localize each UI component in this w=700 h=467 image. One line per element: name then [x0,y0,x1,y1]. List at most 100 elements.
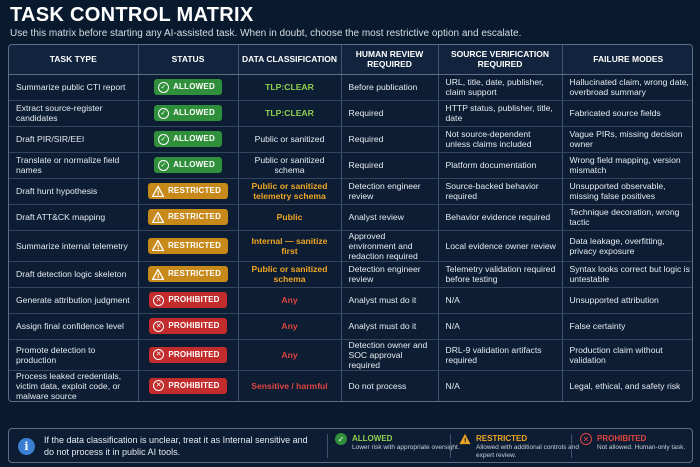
status-badge: ✓ ALLOWED [154,157,222,173]
page-title: TASK CONTROL MATRIX [10,4,254,26]
status-cell: ! RESTRICTED [138,204,239,231]
svg-text:!: ! [157,272,160,280]
svg-text:!: ! [464,437,467,445]
legend-restricted-desc: Allowed with additional controls and exp… [476,444,579,459]
prohibited-x-icon: ✕ [153,320,165,332]
table-row: Assign final confidence level ✕ PROHIBITED… [9,313,692,340]
header-status: STATUS [138,45,239,75]
status-badge: ✕ PROHIBITED [149,377,227,394]
status-label: ALLOWED [173,82,215,91]
legend-prohibited-desc: Not allowed. Human-only task. [597,444,686,451]
task-type-cell: Translate or normalize field names [9,152,139,179]
failure-modes-cell: Vague PIRs, missing decision owner [562,126,692,153]
human-review-cell: Detection engineer review [341,178,439,205]
header-row: TASK TYPE STATUS DATA CLASSIFICATION HUM… [9,45,692,75]
svg-text:!: ! [157,189,160,197]
task-type-cell: Draft hunt hypothesis [9,178,139,205]
table-row: Draft ATT&CK mapping! RESTRICTED Public Ana… [9,204,692,231]
source-verification-cell: Platform documentation [438,152,563,179]
task-type-cell: Summarize internal telemetry [9,230,139,262]
human-review-cell: Before publication [341,74,439,101]
task-type-cell: Draft ATT&CK mapping [9,204,139,231]
source-verification-cell: URL, title, date, publisher, claim suppo… [438,74,563,101]
failure-modes-cell: Syntax looks correct but logic is untest… [562,261,692,288]
status-cell: ! RESTRICTED [138,261,239,288]
legend-allowed-label: ALLOWED [352,434,393,443]
status-label: ALLOWED [173,134,215,143]
human-review-cell: Required [341,152,439,179]
failure-modes-cell: Fabricated source fields [562,100,692,127]
page-subtitle: Use this matrix before starting any AI-a… [10,28,522,39]
status-cell: ! RESTRICTED [138,230,239,262]
info-icon: i [18,438,35,455]
task-type-cell: Promote detection to production [9,339,139,371]
status-badge: ! RESTRICTED [147,209,229,225]
status-label: ALLOWED [173,108,215,117]
header-human-review: HUMAN REVIEW REQUIRED [341,45,439,75]
status-badge: ! RESTRICTED [147,183,229,199]
failure-modes-cell: Unsupported attribution [562,287,692,314]
task-type-cell: Summarize public CTI report [9,74,139,101]
source-verification-cell: N/A [438,287,563,314]
check-circle-icon: ✓ [158,159,170,171]
table-row: Promote detection to production ✕ PROHIBIT… [9,339,692,371]
status-cell: ✕ PROHIBITED [138,370,239,401]
failure-modes-cell: Hallucinated claim, wrong date, overbroa… [562,74,692,101]
failure-modes-cell: Unsupported observable, missing false po… [562,178,692,205]
data-classification-cell: Public or sanitized schema [238,152,342,179]
source-verification-cell: N/A [438,313,563,340]
human-review-cell: Do not process [341,370,439,401]
source-verification-cell: Behavior evidence required [438,204,563,231]
source-verification-cell: N/A [438,370,563,401]
status-badge: ! RESTRICTED [147,237,229,254]
table-row: Generate attribution judgment ✕ PROHIBITED… [9,287,692,314]
footer-divider [327,434,328,458]
warning-icon: ! [151,185,164,197]
status-badge: ! RESTRICTED [147,266,229,282]
source-verification-cell: DRL-9 validation artifacts required [438,339,563,371]
failure-modes-cell: Data leakage, overfitting, privacy expos… [562,230,692,262]
table-row: Translate or normalize field names ✓ ALLOW… [9,152,692,179]
status-cell: ✕ PROHIBITED [138,313,239,340]
status-label: PROHIBITED [168,349,220,359]
data-classification-cell: Any [238,339,342,371]
task-control-matrix: TASK TYPE STATUS DATA CLASSIFICATION HUM… [8,44,693,402]
warning-icon: ! [151,240,164,251]
header-source-verification: SOURCE VERIFICATION REQUIRED [438,45,563,75]
prohibited-x-icon: ✕ [153,380,165,392]
task-type-cell: Extract source-register candidates [9,100,139,127]
status-label: RESTRICTED [167,240,222,250]
check-circle-icon: ✓ [158,81,170,93]
status-label: ALLOWED [173,160,215,169]
status-cell: ✓ ALLOWED [138,100,239,127]
source-verification-cell: Source-backed behavior required [438,178,563,205]
failure-modes-cell: False certainty [562,313,692,340]
header-failure-modes: FAILURE MODES [562,45,692,75]
human-review-cell: Analyst review [341,204,439,231]
human-review-cell: Required [341,100,439,127]
human-review-cell: Analyst must do it [341,287,439,314]
check-circle-icon: ✓ [158,133,170,145]
svg-text:!: ! [157,243,160,251]
data-classification-cell: TLP:CLEAR [238,74,342,101]
status-cell: ✓ ALLOWED [138,152,239,179]
data-classification-cell: TLP:CLEAR [238,100,342,127]
table-row: Summarize public CTI report ✓ ALLOWED TLP:C… [9,74,692,101]
status-label: RESTRICTED [167,269,222,278]
warning-icon: ! [151,211,164,223]
human-review-cell: Approved environment and redaction requi… [341,230,439,262]
status-label: PROHIBITED [168,380,220,390]
failure-modes-cell: Wrong field mapping, version mismatch [562,152,692,179]
status-cell: ! RESTRICTED [138,178,239,205]
task-type-cell: Assign final confidence level [9,313,139,340]
footer-divider [450,434,451,458]
data-classification-cell: Any [238,287,342,314]
data-classification-cell: Public or sanitized [238,126,342,153]
data-classification-cell: Any [238,313,342,340]
status-label: RESTRICTED [167,186,222,195]
table-row: Summarize internal telemetry! RESTRICTED I… [9,230,692,262]
status-label: PROHIBITED [168,295,220,304]
status-label: PROHIBITED [168,321,220,330]
warning-icon: ! [151,268,164,280]
data-classification-cell: Public or sanitized schema [238,261,342,288]
